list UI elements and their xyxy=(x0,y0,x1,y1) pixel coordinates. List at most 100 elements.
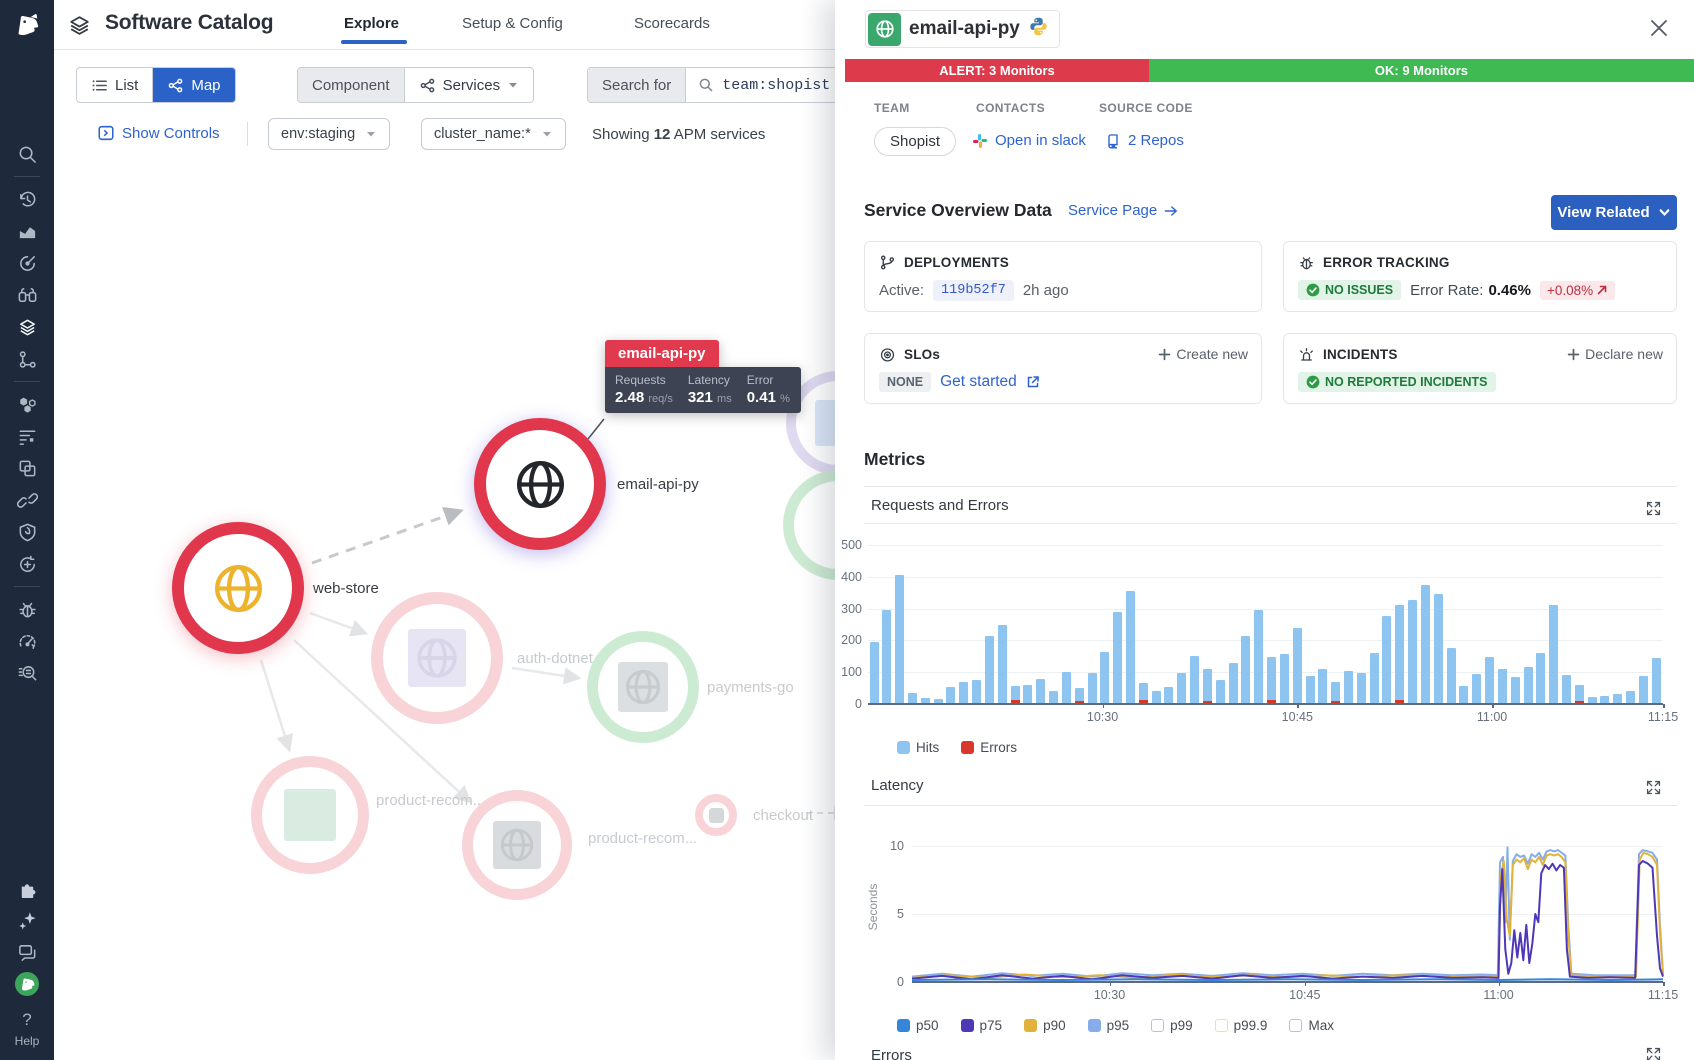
chevron-down-icon xyxy=(367,132,376,137)
map-node-product-recom-2[interactable] xyxy=(462,790,572,900)
sidebar-item-workflows[interactable] xyxy=(0,548,54,580)
map-node-web-store[interactable] xyxy=(172,522,304,654)
chart2-legend: p50 p75 p90 p95 p99 p99.9 Max xyxy=(897,1018,1334,1033)
map-node-auth-dotnet[interactable] xyxy=(371,592,503,724)
sidebar-item-metrics[interactable] xyxy=(0,215,54,247)
legend-item-Max[interactable]: Max xyxy=(1289,1018,1334,1033)
view-related-button[interactable]: View Related xyxy=(1551,195,1677,230)
legend-item-p99[interactable]: p99 xyxy=(1151,1018,1193,1033)
sidebar-item-apm[interactable] xyxy=(0,388,54,420)
list-toggle-button[interactable]: List xyxy=(77,68,152,102)
sidebar-item-search[interactable] xyxy=(0,138,54,170)
create-new-slo-button[interactable]: Create new xyxy=(1158,346,1248,362)
target-icon xyxy=(880,348,895,362)
series-p50 xyxy=(911,978,1664,981)
map-node-label-checkout: checkout xyxy=(753,807,814,824)
chart1-title: Requests and Errors xyxy=(871,497,1009,514)
legend-item-p99.9[interactable]: p99.9 xyxy=(1214,1018,1267,1033)
tooltip-requests: Requests 2.48 req/s xyxy=(615,373,673,406)
slo-get-started-link[interactable]: Get started xyxy=(940,373,1017,390)
map-node-email-api-py[interactable] xyxy=(474,418,606,550)
latency-chart[interactable]: 0 5 10 10:30 10:45 11:00 11:15 xyxy=(890,839,1678,1002)
map-edge xyxy=(311,506,464,565)
sidebar-item-security[interactable] xyxy=(0,516,54,548)
expand-icon[interactable] xyxy=(1645,500,1663,518)
legend-item-p95[interactable]: p95 xyxy=(1087,1018,1130,1033)
legend-item-Hits[interactable]: Hits xyxy=(897,740,939,755)
services-dropdown[interactable]: Services xyxy=(403,68,534,102)
x-axis-tick-mark xyxy=(1663,704,1665,708)
requests-errors-chart[interactable]: 0 100 200 300 400 500 10:30 10:45 11:00 11:15 xyxy=(841,538,1678,724)
x-axis-tick-mark xyxy=(1102,704,1105,708)
error-rate-delta[interactable]: +0.08% xyxy=(1539,280,1616,300)
team-label: TEAM xyxy=(874,101,910,115)
alert-monitors-segment[interactable]: ALERT: 3 Monitors xyxy=(845,59,1149,82)
service-detail-panel: email-api-py ALERT: 3 Monitors OK: 9 Mon… xyxy=(835,0,1694,1060)
service-chip: email-api-py xyxy=(865,10,1060,48)
repos-link[interactable]: 2 Repos xyxy=(1105,132,1184,149)
x-axis-tick-mark xyxy=(1498,982,1501,986)
sidebar-item-rum[interactable] xyxy=(0,452,54,484)
sidebar-item-ci[interactable] xyxy=(0,484,54,516)
map-node-checkout[interactable] xyxy=(695,794,737,836)
sidebar-item-log-search[interactable] xyxy=(0,657,54,689)
legend-item-Errors[interactable]: Errors xyxy=(961,740,1017,755)
x-axis-tick: 10:45 xyxy=(1281,710,1313,724)
declare-new-incident-button[interactable]: Declare new xyxy=(1567,346,1663,362)
tab-setup-config[interactable]: Setup & Config xyxy=(462,15,563,32)
map-toggle-button[interactable]: Map xyxy=(152,68,235,102)
gridline xyxy=(912,846,1663,847)
help-button[interactable]: ? Help xyxy=(15,1010,40,1048)
tab-explore[interactable]: Explore xyxy=(344,15,400,32)
expand-icon[interactable] xyxy=(1645,1046,1663,1060)
legend-item-p50[interactable]: p50 xyxy=(897,1018,939,1033)
sidebar-item-synthetics[interactable] xyxy=(0,247,54,279)
service-page-link[interactable]: Service Page xyxy=(1068,202,1179,219)
map-node-payments-go[interactable] xyxy=(587,631,699,743)
chevron-down-icon xyxy=(1659,209,1669,217)
chart3-title: Errors xyxy=(871,1047,912,1060)
deployment-version-link[interactable]: 119b52f7 xyxy=(933,280,1014,301)
show-controls-button[interactable]: Show Controls xyxy=(97,124,220,142)
sidebar-item-ai-assistant[interactable] xyxy=(0,904,54,936)
legend-label: p99 xyxy=(1170,1018,1193,1033)
sidebar-item-watchdog[interactable] xyxy=(0,279,54,311)
x-axis-tick-mark xyxy=(1304,982,1307,986)
service-count: 12 xyxy=(653,126,671,143)
sidebar-item-service-map[interactable] xyxy=(0,343,54,375)
tab-scorecards[interactable]: Scorecards xyxy=(634,15,710,32)
sidebar-item-case-chat[interactable] xyxy=(0,936,54,968)
repo-book-icon xyxy=(1108,133,1118,148)
component-label: Component xyxy=(298,68,404,102)
chevron-down-icon xyxy=(542,132,551,137)
divider xyxy=(864,805,1677,806)
legend-label: p95 xyxy=(1106,1018,1130,1033)
map-node-label-auth-dotnet: auth-dotnet xyxy=(517,650,593,667)
x-axis-tick: 10:30 xyxy=(1093,988,1126,1002)
sidebar-item-bug[interactable] xyxy=(0,593,54,625)
sidebar-item-history[interactable] xyxy=(0,183,54,215)
sidebar-item-catalog[interactable] xyxy=(0,311,54,343)
deployments-title: DEPLOYMENTS xyxy=(904,255,1009,270)
cluster-filter-dropdown[interactable]: cluster_name:* xyxy=(421,118,566,150)
check-circle-icon xyxy=(1306,375,1320,389)
datadog-logo-icon[interactable] xyxy=(10,8,44,42)
map-node-product-recom-1[interactable] xyxy=(251,756,369,874)
series-p90 xyxy=(911,851,1664,979)
ok-monitors-segment[interactable]: OK: 9 Monitors xyxy=(1148,59,1694,82)
sidebar-item-slo-gauge[interactable] xyxy=(0,625,54,657)
sidebar-item-user-avatar[interactable] xyxy=(0,968,54,1000)
open-in-slack-link[interactable]: Open in slack xyxy=(972,132,1086,149)
tooltip-service-name: email-api-py xyxy=(605,340,719,367)
legend-label: p90 xyxy=(1043,1018,1066,1033)
team-value[interactable]: Shopist xyxy=(874,127,957,156)
x-axis xyxy=(912,981,1663,983)
legend-item-p75[interactable]: p75 xyxy=(960,1018,1002,1033)
expand-icon[interactable] xyxy=(1645,779,1663,797)
sidebar-item-integrations[interactable] xyxy=(0,872,54,904)
close-icon[interactable] xyxy=(1648,17,1672,41)
env-filter-dropdown[interactable]: env:staging xyxy=(268,118,391,150)
legend-item-p90[interactable]: p90 xyxy=(1024,1018,1066,1033)
sidebar-item-traces[interactable] xyxy=(0,420,54,452)
incidents-card: INCIDENTS Declare new NO REPORTED INCIDE… xyxy=(1283,333,1677,404)
